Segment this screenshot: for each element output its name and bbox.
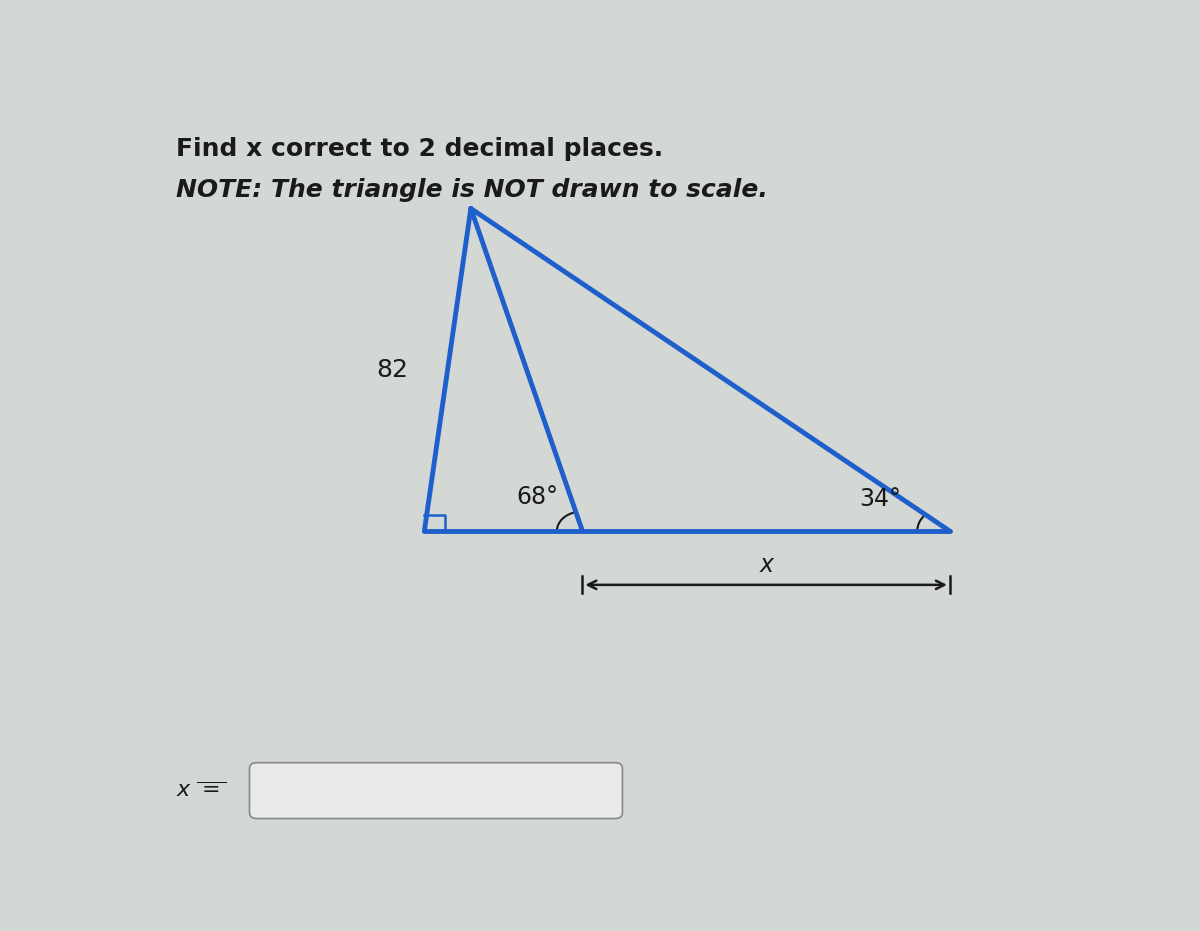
Text: x: x: [760, 553, 773, 577]
Text: NOTE: The triangle is NOT drawn to scale.: NOTE: The triangle is NOT drawn to scale…: [176, 178, 768, 202]
FancyBboxPatch shape: [250, 762, 623, 818]
Text: $x$ $\overline{=}$: $x$ $\overline{=}$: [176, 780, 226, 801]
Text: Find x correct to 2 decimal places.: Find x correct to 2 decimal places.: [176, 137, 664, 161]
Text: 68°: 68°: [517, 485, 559, 508]
Text: 34°: 34°: [859, 487, 901, 511]
Text: 82: 82: [377, 358, 408, 382]
